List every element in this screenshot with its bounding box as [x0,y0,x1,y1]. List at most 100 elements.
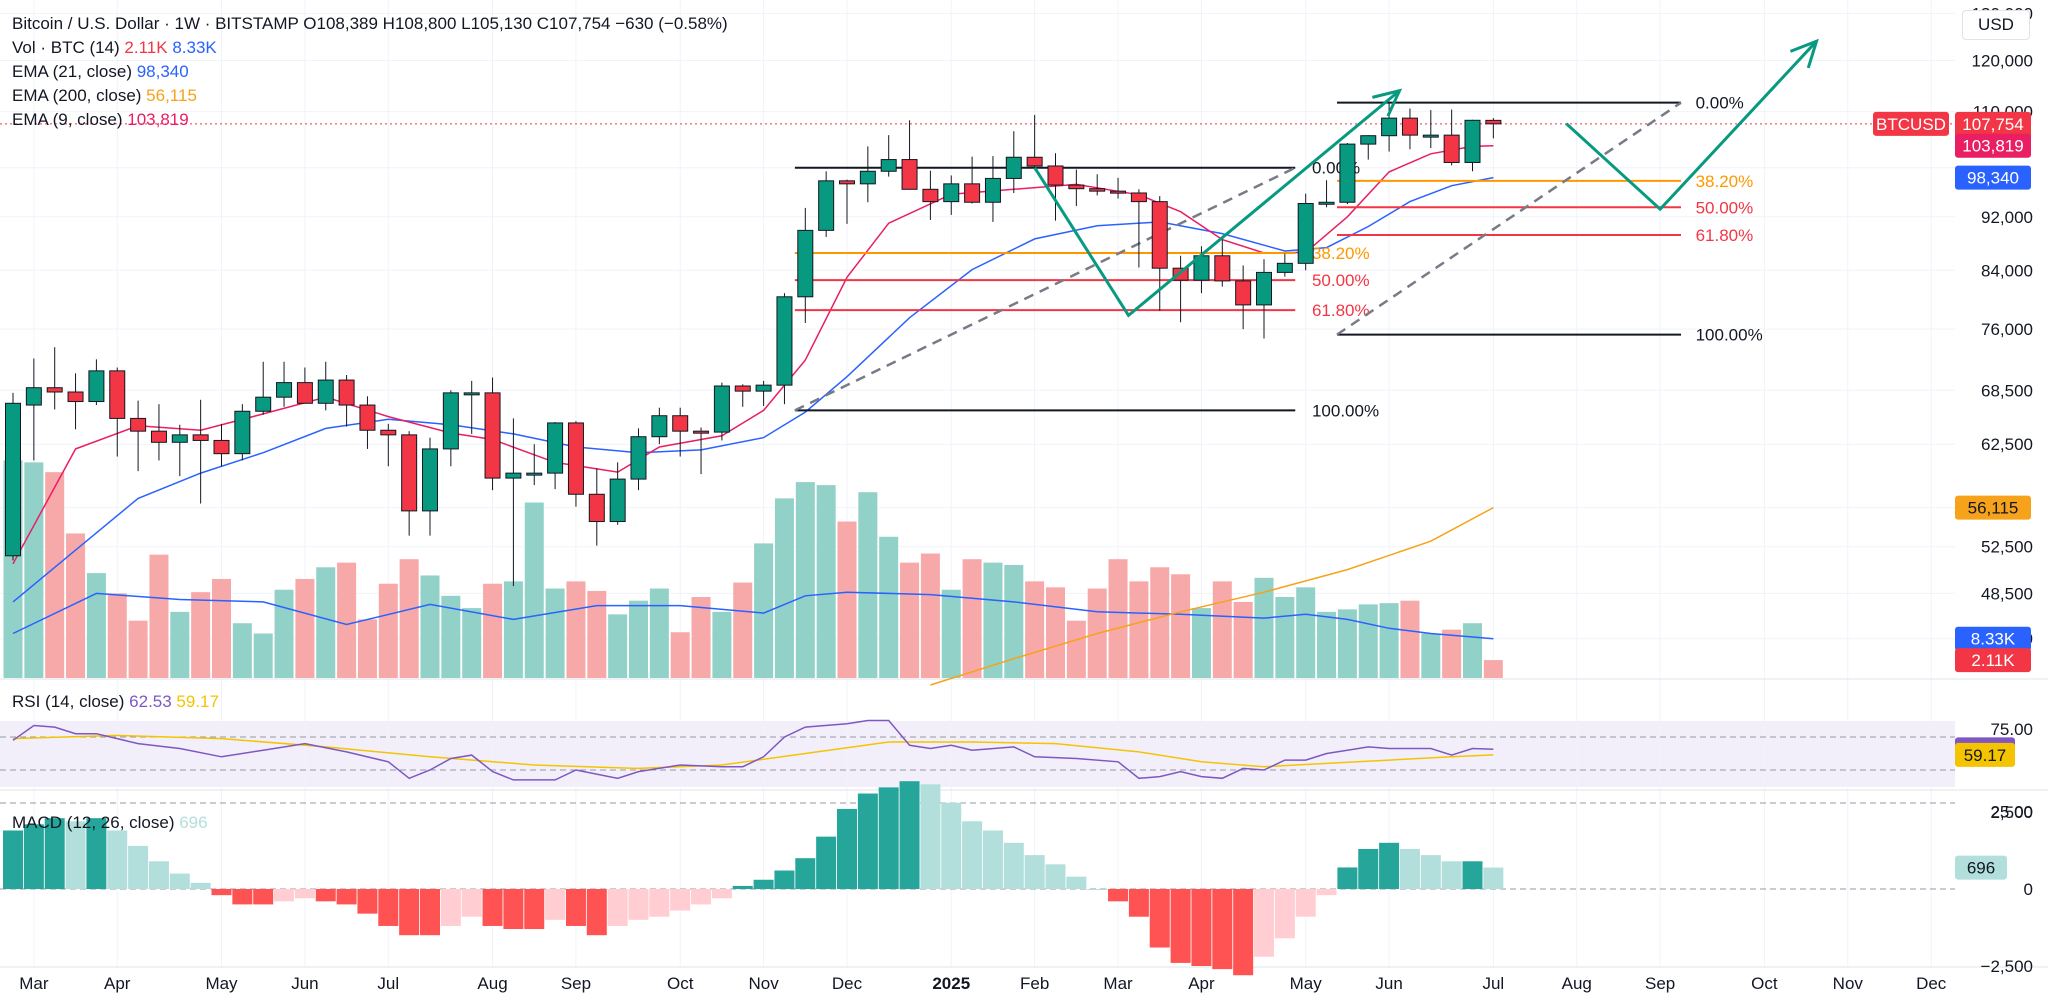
candle-body [505,472,522,479]
volume-bar [1129,581,1149,678]
macd-histogram-bar [461,889,482,917]
macd-histogram-bar [1191,889,1212,966]
indicator-legend: EMA (9, close) 103,819 [12,110,189,129]
candle [442,390,459,467]
volume-bar [712,611,732,678]
volume-bar [462,608,482,678]
trendline-dashed[interactable] [1336,101,1682,336]
rsi-axis-label: 75.00 [1990,720,2033,739]
macd-histogram-bar [795,858,816,889]
volume-bar [879,536,899,678]
projection-arrow[interactable] [1033,88,1403,318]
candle-body [943,183,960,203]
price-badge: 103,819 [1955,133,2031,158]
candle-body [5,402,21,557]
volume-bar [566,581,586,678]
volume-bar [1150,567,1170,678]
macd-histogram-bar [336,889,357,905]
candle [422,437,438,536]
volume-bar [941,589,961,678]
indicator-name: RSI (14, close) [12,692,124,711]
macd-histogram-bar [545,889,566,920]
candle [880,135,897,177]
candle [1026,114,1043,171]
candle [755,380,772,406]
candle [192,399,209,504]
indicator-name: EMA (21, close) [12,62,132,81]
candle-body [1276,262,1293,273]
macd-histogram-bar [774,870,795,889]
volume-bar [587,590,607,678]
arrow-head [1371,88,1403,117]
projection-arrow[interactable] [1565,38,1819,212]
volume-bar [524,502,544,678]
macd-histogram-bar [440,889,461,926]
price-axis-label: 76,000 [1981,320,2033,339]
candle-body [484,392,501,479]
candle [276,361,293,407]
volume-bar [128,620,148,678]
volume-bar [483,583,503,678]
candle [1151,196,1168,311]
time-axis[interactable]: Mar Apr May Jun Jul Aug Sep Oct Nov Dec 2025 Feb Mar… [19,974,1947,993]
macd-histogram-bar [232,889,253,905]
indicator-legend: Vol · BTC (14) 2.11K 8.33K [12,38,217,57]
currency-selector[interactable]: USD [1962,10,2030,40]
volume-badge-text: 8.33K [1971,630,2016,649]
macd-histogram-bar [1128,889,1149,917]
candle [1172,255,1189,323]
candle [567,421,584,507]
time-axis-label: Jun [291,974,318,993]
candle-body [150,430,167,443]
candle [255,361,272,415]
volume-bar [837,521,857,678]
macd-histogram-bar [482,889,503,926]
time-axis-label: May [1290,974,1323,993]
macd-histogram-bar [148,861,169,889]
candle-body [609,478,626,523]
macd-histogram-bar [3,830,23,889]
candle [1068,169,1085,207]
time-axis-label: Jul [1482,974,1504,993]
trendline-dashed[interactable] [794,166,1296,412]
macd-histogram-bar [670,889,691,911]
volume-bar [1337,609,1357,678]
volume-bar [816,485,836,678]
macd-histogram-bar [753,879,774,889]
volume-bar [107,593,127,678]
candle-body [1297,203,1314,264]
volume-bar [1254,577,1274,678]
volume-bar [212,578,231,678]
arrow-head [1789,38,1819,69]
fib-retracement-1[interactable]: 0.00%38.20%50.00%61.80%100.00% [794,159,1379,421]
macd-axis-label: 2,500 [1990,803,2033,822]
volume-bar [1275,597,1295,678]
candle-body [859,170,876,185]
macd-histogram-bar [1337,867,1358,889]
price-badge-text: 98,340 [1967,169,2019,188]
candle [713,382,730,441]
fib-level-label: 100.00% [1312,401,1379,420]
candle-body [651,415,668,438]
volume-bar [1025,581,1045,678]
candle-body [547,422,564,474]
candle-body [526,472,543,476]
candle [1214,237,1231,287]
macd-histogram-bar [503,889,524,930]
candle [359,396,376,449]
volume-bar [629,600,648,678]
candle [1464,119,1481,172]
volume-bar [24,462,44,678]
candle-body [1068,184,1085,190]
volume-bar [149,554,169,678]
symbol-title: Bitcoin / U.S. Dollar · 1W · BITSTAMP [12,14,299,33]
candle [401,431,418,536]
candle-body [1172,267,1189,281]
time-axis-label: Mar [1103,974,1133,993]
fib-retracement-2[interactable]: 0.00% 38.20% 50.00% 61.80% 100.00% [1336,94,1763,345]
ohlc-open: O108,389 [299,14,378,33]
macd-histogram-bar [649,889,670,917]
macd-histogram-bar [253,889,274,905]
